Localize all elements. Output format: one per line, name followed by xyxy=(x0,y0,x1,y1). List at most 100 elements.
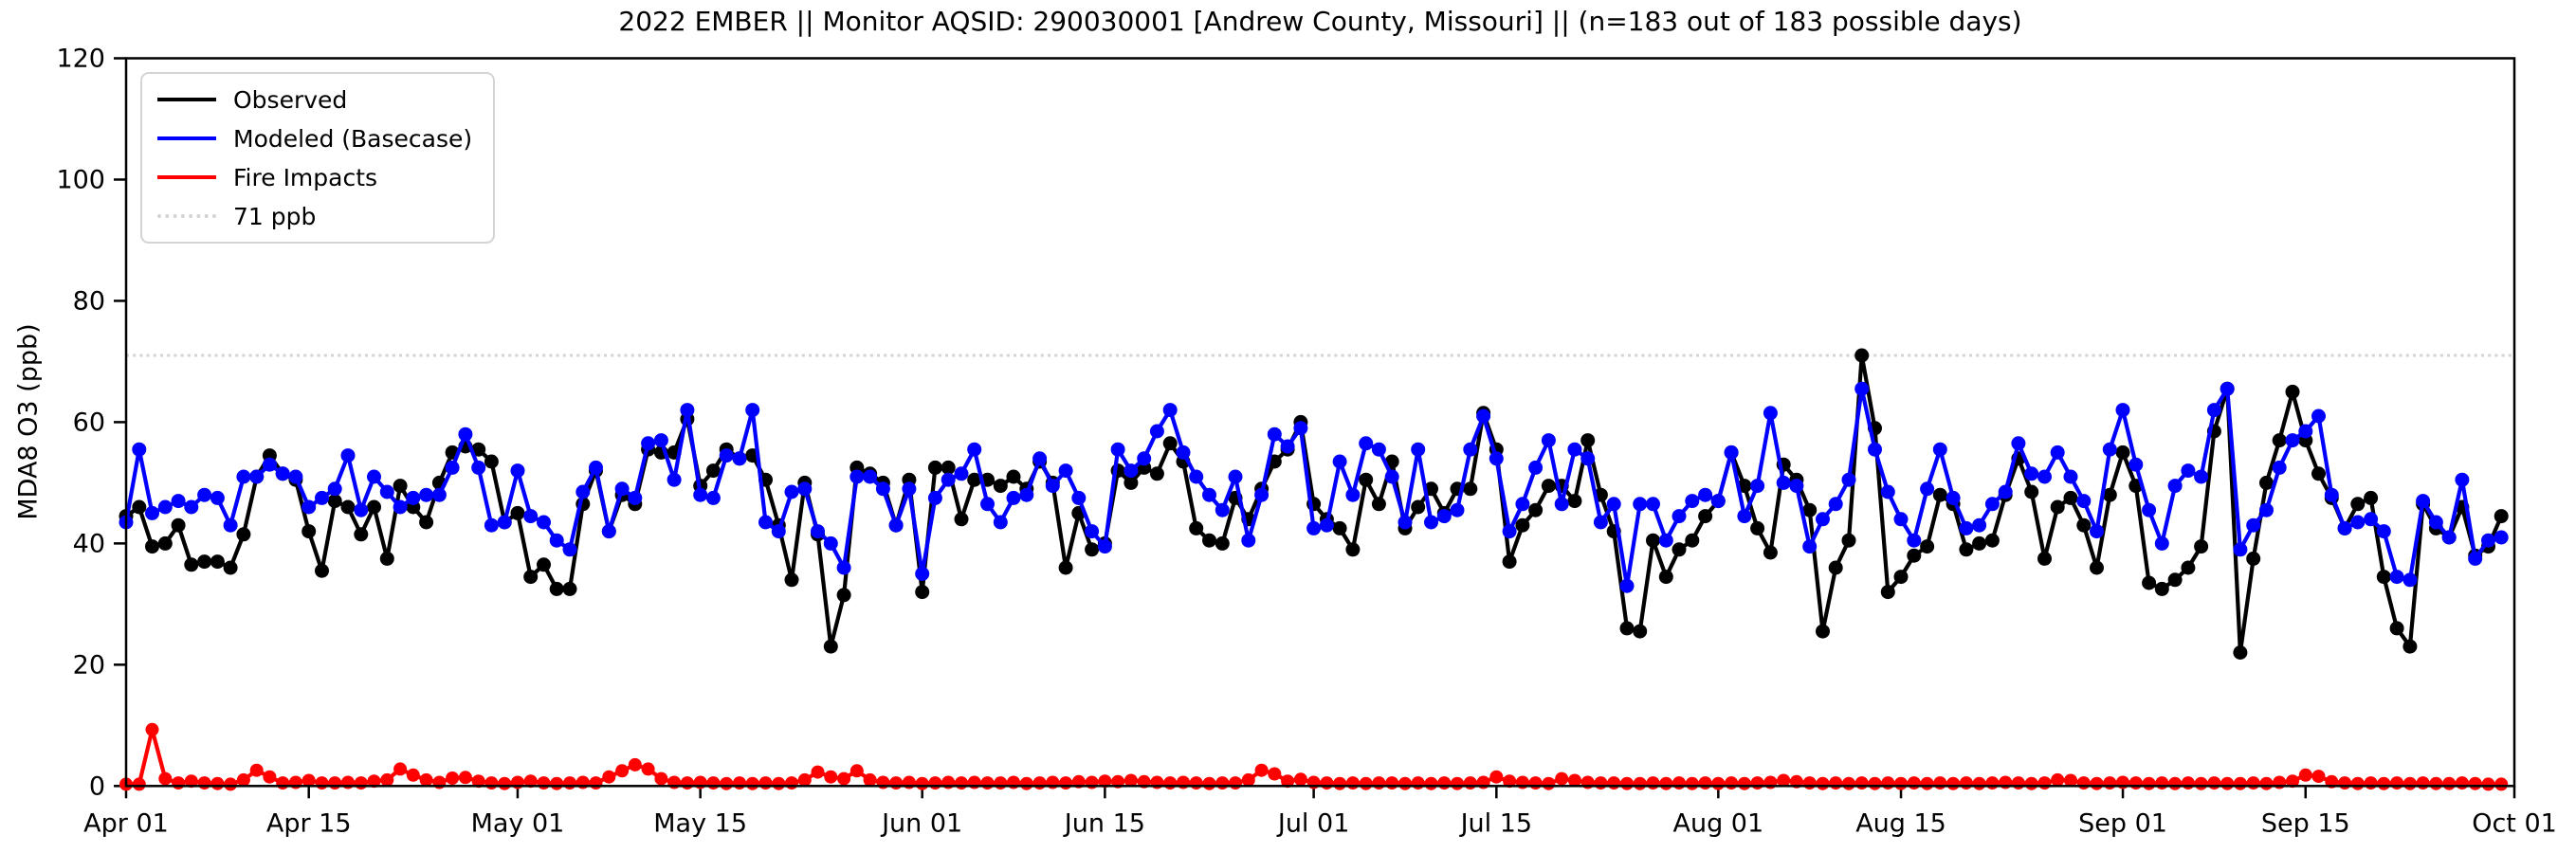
data-point xyxy=(2194,469,2209,484)
data-point xyxy=(1619,621,1635,636)
data-point xyxy=(157,535,173,551)
data-point xyxy=(641,436,656,451)
y-tick-label: 20 xyxy=(73,650,105,680)
data-point xyxy=(2311,408,2326,424)
legend-item-observed: Observed xyxy=(157,85,472,114)
data-point xyxy=(1019,487,1034,502)
data-point xyxy=(1633,497,1648,512)
x-tick-label: Aug 01 xyxy=(1672,808,1763,838)
data-point xyxy=(1802,502,1818,517)
data-point xyxy=(1528,460,1544,475)
data-point xyxy=(1345,487,1361,502)
data-point xyxy=(1880,484,1895,499)
data-point xyxy=(1646,497,1660,512)
data-point xyxy=(980,497,995,512)
data-point xyxy=(2350,497,2366,512)
data-point xyxy=(562,542,577,557)
data-point xyxy=(850,764,864,778)
y-tick-label: 120 xyxy=(56,45,105,74)
data-point xyxy=(1045,479,1060,494)
data-point xyxy=(380,772,394,787)
data-point xyxy=(1555,771,1569,786)
data-point xyxy=(1450,502,1465,517)
data-point xyxy=(2246,551,2261,566)
data-point xyxy=(994,776,1008,790)
data-point xyxy=(1463,442,1478,457)
data-point xyxy=(1710,494,1726,509)
data-point xyxy=(2076,517,2092,533)
data-point xyxy=(1984,533,2000,548)
data-point xyxy=(641,762,655,776)
data-point xyxy=(785,776,798,790)
data-point xyxy=(2064,773,2077,788)
data-point xyxy=(549,533,564,548)
data-point xyxy=(628,490,643,505)
data-point xyxy=(2455,776,2469,790)
data-point xyxy=(236,469,251,484)
data-point xyxy=(550,776,564,790)
data-point xyxy=(1411,776,1425,790)
data-point xyxy=(693,487,708,502)
x-tick-label: Apr 15 xyxy=(266,808,352,838)
data-point xyxy=(720,776,734,790)
data-point xyxy=(784,572,799,588)
data-point xyxy=(1606,497,1621,512)
data-point xyxy=(745,776,759,790)
data-point xyxy=(1633,624,1648,639)
data-point xyxy=(2024,776,2038,790)
data-point xyxy=(2259,776,2274,790)
data-point xyxy=(563,776,576,790)
data-point xyxy=(1411,442,1426,457)
data-point xyxy=(1672,776,1686,790)
data-point xyxy=(1633,776,1647,790)
data-point xyxy=(354,502,369,517)
data-point xyxy=(955,776,968,790)
data-point xyxy=(1293,772,1307,787)
data-point xyxy=(1215,776,1230,790)
data-point xyxy=(1254,763,1269,777)
data-point xyxy=(2011,436,2026,451)
data-point xyxy=(2298,768,2312,782)
data-point xyxy=(1828,497,1843,512)
data-point xyxy=(589,460,603,475)
data-point xyxy=(2181,463,2196,479)
data-point xyxy=(184,499,199,515)
data-point xyxy=(1619,578,1635,593)
data-point xyxy=(1293,421,1308,436)
data-point xyxy=(419,487,434,502)
data-point xyxy=(1750,776,1764,790)
data-point xyxy=(132,499,147,515)
data-point xyxy=(2050,445,2065,460)
data-point xyxy=(1567,773,1581,788)
data-point xyxy=(1280,439,1295,454)
data-point xyxy=(1541,479,1556,494)
data-point xyxy=(301,499,317,515)
data-point xyxy=(980,776,995,790)
data-point xyxy=(1149,424,1164,439)
data-point xyxy=(614,481,630,497)
data-point xyxy=(1085,542,1100,557)
data-point xyxy=(1737,776,1751,790)
data-point xyxy=(889,776,904,790)
data-point xyxy=(2194,539,2209,554)
data-point xyxy=(1124,463,1139,479)
data-point xyxy=(2154,581,2169,596)
data-point xyxy=(2376,524,2391,539)
data-point xyxy=(484,454,499,469)
data-point xyxy=(1463,481,1478,497)
data-point xyxy=(1149,466,1164,481)
data-point xyxy=(2076,494,2092,509)
data-point xyxy=(1436,509,1452,524)
data-point xyxy=(1306,520,1322,535)
data-point xyxy=(2167,572,2183,588)
data-point xyxy=(315,776,329,790)
data-point xyxy=(1841,472,1856,487)
data-point xyxy=(471,460,486,475)
data-point xyxy=(446,771,460,785)
data-point xyxy=(2050,499,2065,515)
data-point xyxy=(197,776,211,790)
legend-line-sample xyxy=(157,214,216,218)
data-point xyxy=(2076,776,2091,790)
x-tick-label: Aug 15 xyxy=(1855,808,1946,838)
data-point xyxy=(628,757,642,771)
